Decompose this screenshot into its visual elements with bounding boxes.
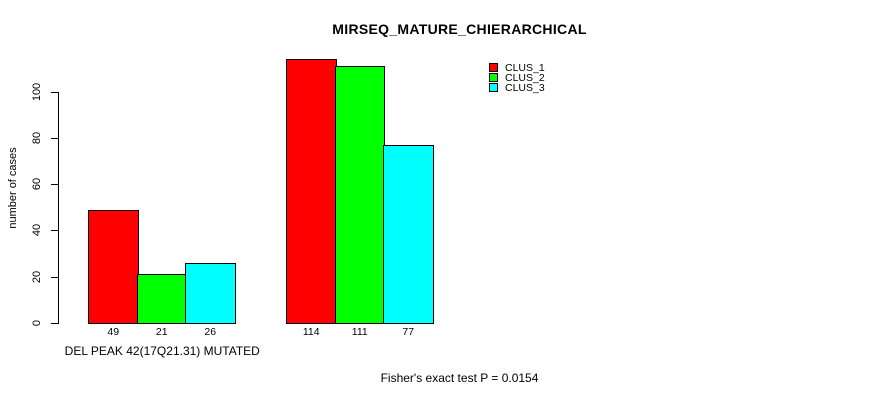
bar-clus_1-group2 — [286, 59, 337, 324]
bar-clus_3-group1 — [185, 262, 236, 324]
y-tick — [51, 184, 58, 186]
y-tick — [51, 91, 58, 93]
y-tick — [51, 323, 58, 324]
bar-value-label: 77 — [402, 326, 415, 338]
y-tick-label: 100 — [31, 82, 43, 101]
bar-value-label: 49 — [107, 326, 120, 338]
y-tick — [51, 230, 58, 232]
y-tick-label: 20 — [31, 270, 43, 283]
legend: CLUS_1 CLUS_2 CLUS_3 — [489, 61, 545, 94]
legend-item-clus-1: CLUS_1 — [489, 61, 545, 74]
bar-clus_2-group1 — [136, 274, 187, 324]
y-tick-label: 40 — [31, 224, 43, 237]
y-axis-title: number of cases — [7, 147, 19, 229]
bar-value-label: 21 — [155, 326, 168, 338]
y-tick — [51, 276, 58, 278]
y-tick-label: 0 — [31, 319, 43, 327]
bar-clus_3-group2 — [383, 144, 434, 324]
legend-swatch-red — [489, 63, 498, 72]
y-axis-line — [58, 91, 59, 324]
y-tick-label: 60 — [31, 177, 43, 191]
legend-label: CLUS_3 — [505, 81, 545, 94]
y-tick — [51, 137, 58, 139]
legend-swatch-cyan — [489, 83, 498, 92]
category-label: DEL PEAK 42(17Q21.31) MUTATED — [64, 344, 260, 358]
y-tick-label: 80 — [31, 131, 43, 144]
chart-title: MIRSEQ_MATURE_CHIERARCHICAL — [332, 21, 587, 37]
bar-clus_2-group2 — [334, 66, 385, 324]
legend-label: CLUS_1 — [505, 61, 545, 74]
footnote-text: Fisher's exact test P = 0.0154 — [380, 371, 539, 385]
legend-item-clus-3: CLUS_3 — [489, 81, 545, 94]
bar-value-label: 111 — [351, 326, 368, 338]
bar-value-label: 26 — [204, 326, 217, 338]
legend-swatch-green — [489, 73, 498, 82]
bar-value-label: 114 — [302, 326, 320, 338]
legend-label: CLUS_2 — [505, 71, 545, 84]
legend-item-clus-2: CLUS_2 — [489, 71, 545, 84]
bar-clus_1-group1 — [88, 209, 139, 324]
